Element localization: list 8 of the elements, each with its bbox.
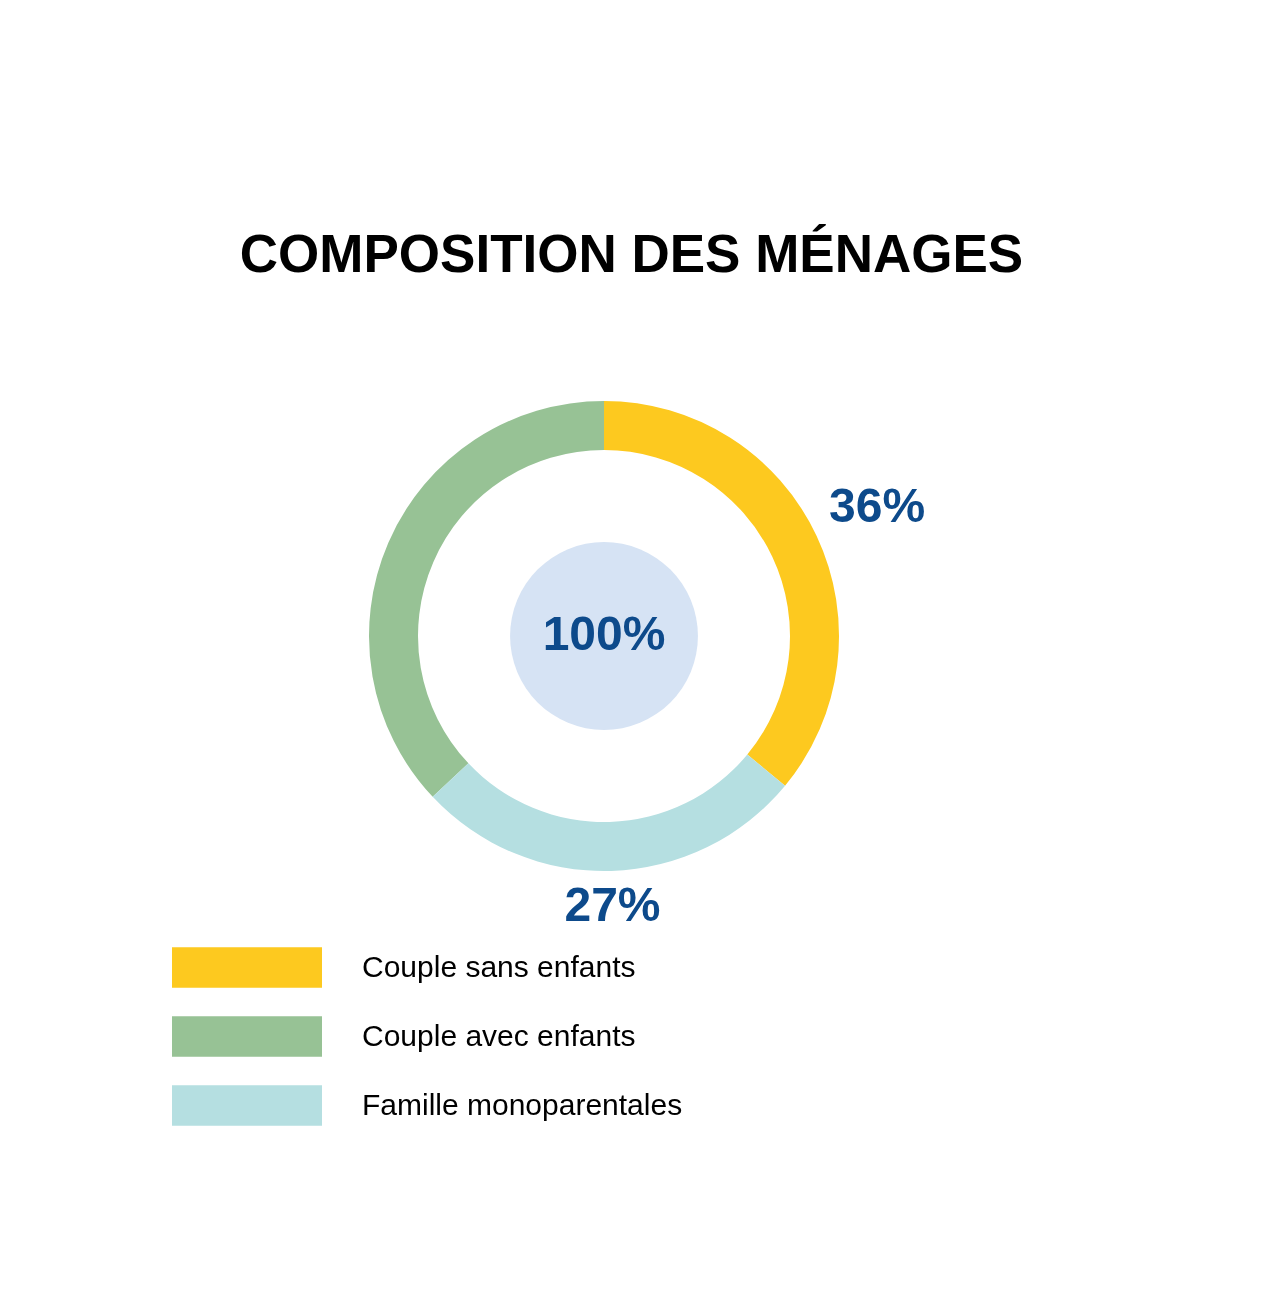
donut-slice (432, 754, 786, 871)
legend-label: Couple sans enfants (362, 949, 636, 983)
data-label: 36% (829, 478, 926, 532)
chart-title: COMPOSITION DES MÉNAGES (239, 224, 1024, 283)
legend-label: Couple avec enfants (362, 1018, 636, 1052)
legend-label: Famille monoparentales (362, 1087, 683, 1121)
data-label: 27% (564, 877, 661, 931)
text: 100% (542, 607, 666, 660)
